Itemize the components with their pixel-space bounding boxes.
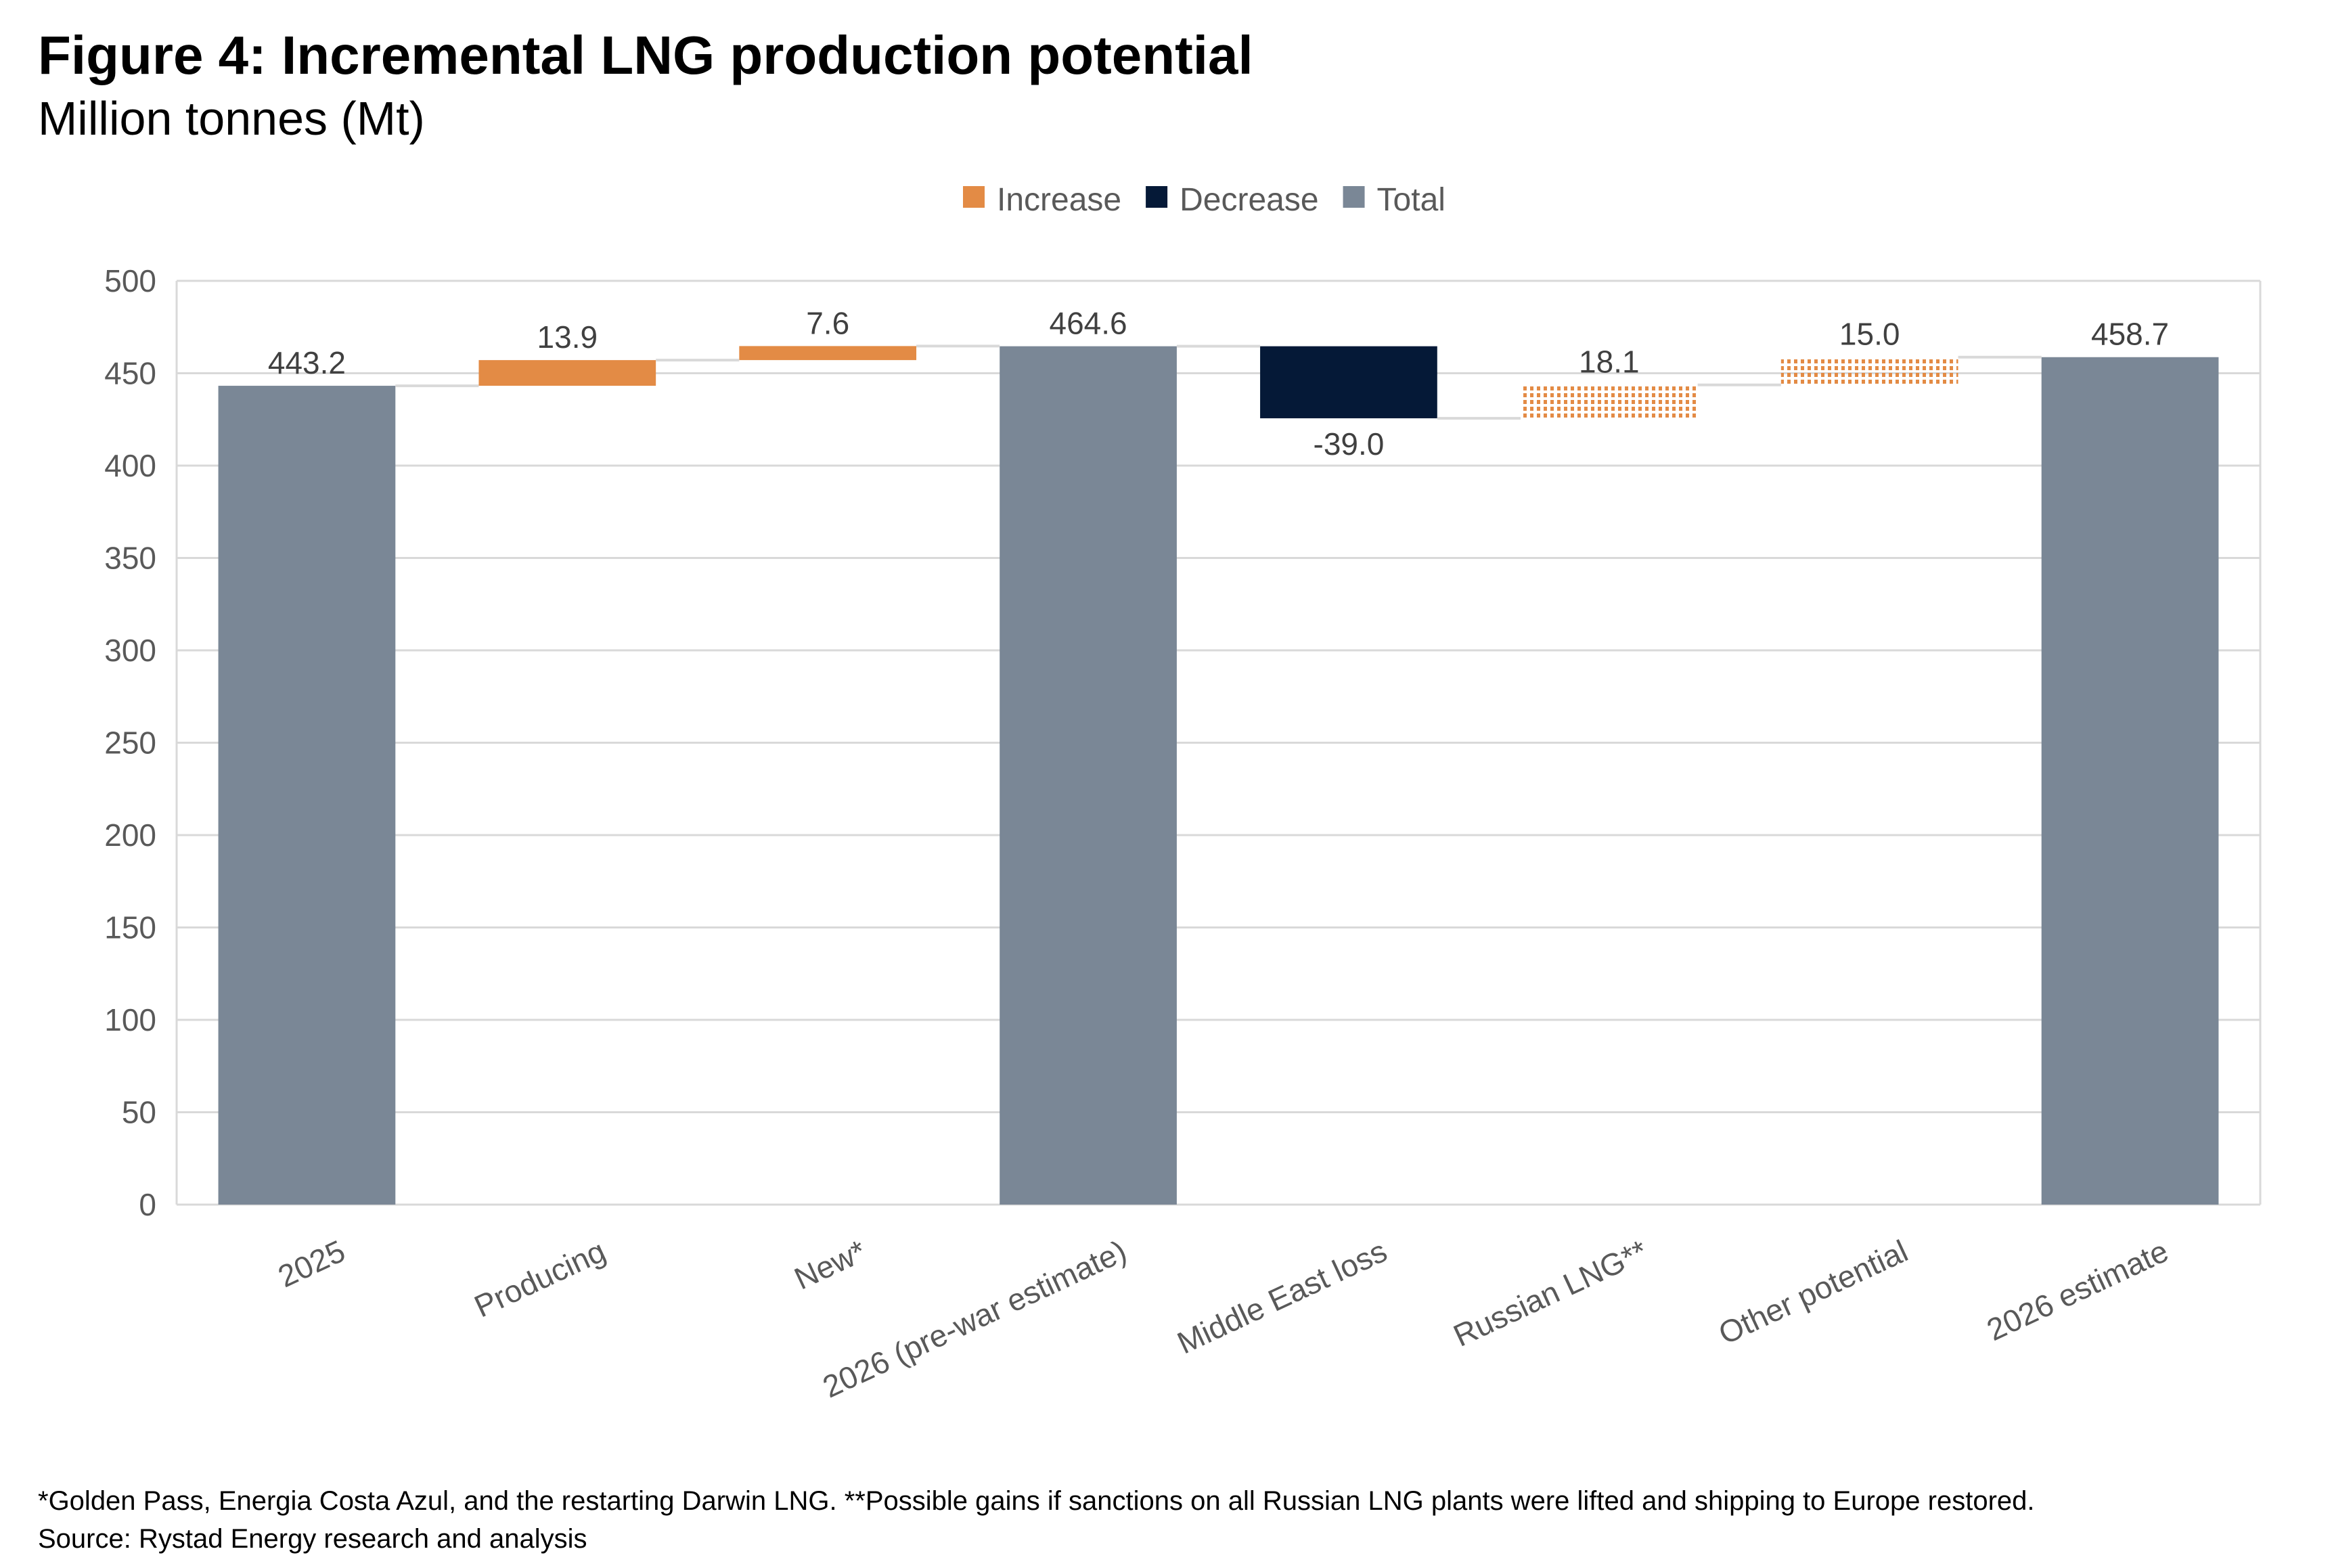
bar-total <box>1000 346 1177 1205</box>
bar-decrease <box>1260 346 1437 419</box>
x-category-label: 2025 <box>273 1233 351 1294</box>
chart-title: Figure 4: Incremental LNG production pot… <box>38 25 1253 85</box>
x-category-label: Other potential <box>1713 1233 1912 1351</box>
bar-increase <box>478 360 656 386</box>
legend-label: Total <box>1377 182 1445 218</box>
y-tick-label: 100 <box>104 1002 156 1037</box>
source-note: Source: Rystad Energy research and analy… <box>38 1524 587 1554</box>
data-label: 443.2 <box>268 345 346 380</box>
y-tick-label: 0 <box>139 1187 156 1222</box>
data-label: 18.1 <box>1579 344 1640 380</box>
y-tick-label: 300 <box>104 633 156 668</box>
data-label: 15.0 <box>1839 317 1900 352</box>
y-tick-label: 200 <box>104 817 156 853</box>
bar-increase <box>739 346 917 361</box>
y-tick-label: 500 <box>104 263 156 298</box>
x-category-label: Russian LNG** <box>1448 1233 1653 1353</box>
data-label: 464.6 <box>1050 306 1127 341</box>
data-label: 13.9 <box>537 319 598 355</box>
y-tick-label: 150 <box>104 910 156 945</box>
data-label: -39.0 <box>1314 426 1385 462</box>
legend-swatch <box>1146 186 1168 208</box>
y-tick-label: 250 <box>104 725 156 761</box>
data-label: 7.6 <box>806 305 849 340</box>
legend-label: Increase <box>997 182 1121 218</box>
y-tick-label: 350 <box>104 541 156 576</box>
chart-subtitle: Million tonnes (Mt) <box>38 92 425 145</box>
bar-total <box>2041 357 2219 1205</box>
footnote: *Golden Pass, Energia Costa Azul, and th… <box>38 1486 2035 1516</box>
x-category-label: 2026 estimate <box>1981 1233 2174 1347</box>
legend-swatch <box>963 186 985 208</box>
y-tick-label: 450 <box>104 356 156 391</box>
x-category-label: Producing <box>469 1233 611 1324</box>
x-category-label: New* <box>789 1233 872 1297</box>
y-tick-label: 400 <box>104 448 156 483</box>
bar-increase-potential <box>1780 357 1958 385</box>
data-label: 458.7 <box>2091 317 2169 352</box>
x-category-label: Middle East loss <box>1172 1233 1393 1361</box>
bar-increase-potential <box>1520 384 1698 419</box>
legend-label: Decrease <box>1180 182 1318 218</box>
legend-swatch <box>1343 186 1365 208</box>
bar-total <box>218 386 396 1205</box>
y-tick-label: 50 <box>122 1095 156 1130</box>
